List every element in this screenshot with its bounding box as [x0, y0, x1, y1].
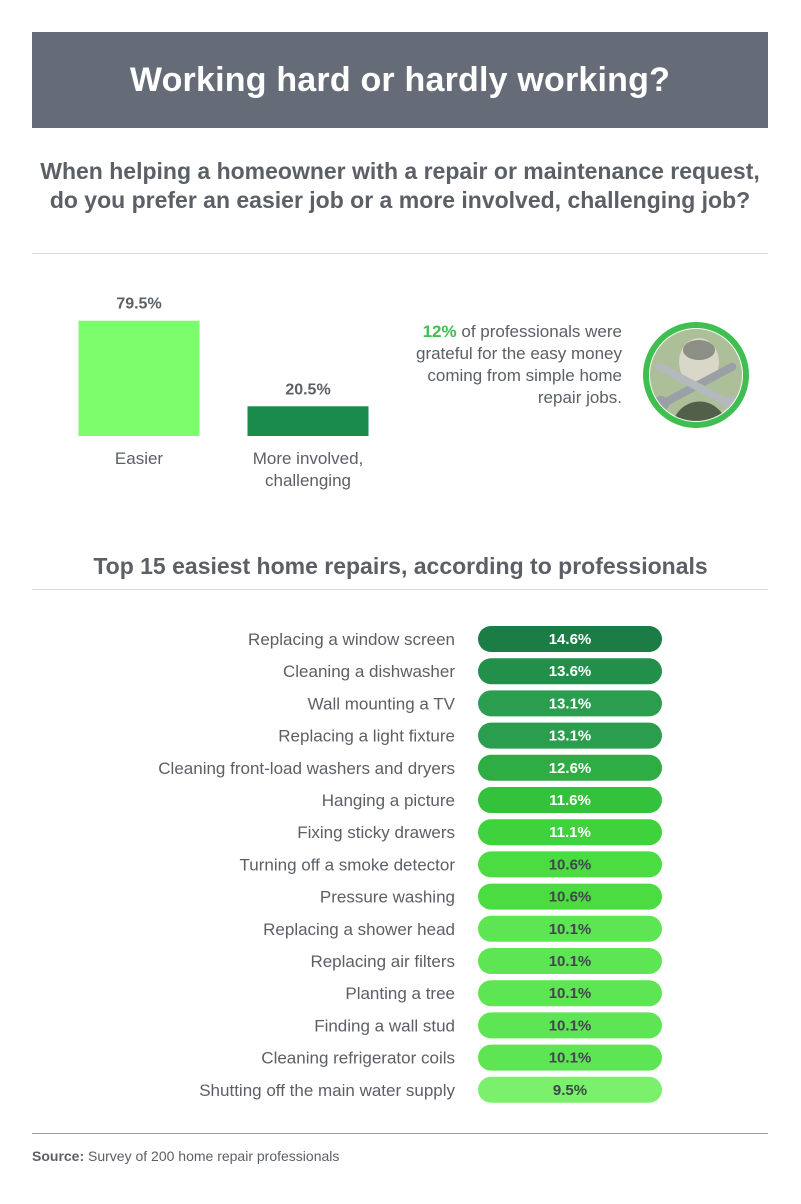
repair-bar	[478, 722, 662, 749]
callout-highlight: 12%	[422, 322, 457, 341]
bar-category-label: Easier	[115, 449, 164, 468]
bar-value-label: 20.5%	[285, 381, 330, 398]
source-text: Survey of 200 home repair professionals	[88, 1148, 340, 1164]
callout-body: of professionals were grateful for the e…	[415, 322, 622, 407]
repair-label: Replacing air filters	[310, 952, 455, 971]
divider	[32, 1133, 768, 1134]
repair-value-label: 10.1%	[549, 985, 592, 1002]
preference-bar-chart: 79.5% Easier 20.5% More involved, challengin…	[78, 296, 369, 490]
repair-value-label: 13.6%	[549, 663, 592, 680]
repair-bar	[478, 819, 662, 846]
repair-value-label: 9.5%	[553, 1082, 587, 1099]
repair-label: Replacing a window screen	[248, 630, 455, 649]
repair-label: Turning off a smoke detector	[240, 855, 456, 874]
title-banner: Working hard or hardly working?	[32, 32, 768, 128]
repair-bar	[478, 658, 662, 685]
bar-value-label: 79.5%	[116, 296, 161, 313]
source-label: Source:	[32, 1148, 85, 1164]
repair-label: Cleaning a dishwasher	[283, 662, 455, 681]
repair-value-label: 11.1%	[549, 824, 591, 841]
repair-value-label: 10.1%	[549, 953, 592, 970]
repair-label: Wall mounting a TV	[308, 694, 456, 713]
repair-label: Replacing a light fixture	[278, 727, 455, 746]
source-note: Source: Survey of 200 home repair profes…	[32, 1148, 339, 1164]
survey-question: When helping a homeowner with a repair o…	[40, 158, 760, 213]
repair-value-label: 14.6%	[549, 631, 592, 648]
page-title: Working hard or hardly working?	[129, 60, 671, 99]
repair-bar	[478, 915, 662, 942]
repair-bar	[478, 787, 662, 813]
callout-text: 12% of professionals were grateful for t…	[400, 321, 622, 409]
repair-bar	[478, 1044, 662, 1071]
repair-label: Planting a tree	[345, 984, 455, 1003]
repair-bar	[478, 690, 662, 717]
repair-value-label: 11.6%	[549, 792, 591, 809]
repair-label: Cleaning front-load washers and dryers	[158, 759, 455, 778]
repair-label: Hanging a picture	[322, 791, 455, 810]
money-wrench-icon	[643, 322, 749, 428]
repair-bar	[478, 626, 662, 652]
repair-bar	[478, 1012, 662, 1039]
bar-1	[247, 406, 369, 436]
section-title: Top 15 easiest home repairs, according t…	[93, 553, 708, 579]
repair-label: Shutting off the main water supply	[199, 1081, 455, 1100]
repair-value-label: 13.1%	[549, 695, 592, 712]
repair-value-label: 10.6%	[549, 889, 592, 906]
repair-label: Pressure washing	[320, 888, 455, 907]
repair-bar	[478, 948, 662, 974]
repair-value-label: 13.1%	[549, 728, 592, 745]
repair-label: Cleaning refrigerator coils	[261, 1049, 455, 1068]
repair-bar	[478, 1076, 662, 1103]
divider	[32, 589, 768, 590]
divider	[32, 253, 768, 254]
bar-category-label: challenging	[265, 471, 351, 490]
repair-bar	[478, 754, 662, 781]
repair-bar	[478, 883, 662, 910]
repair-bar	[478, 980, 662, 1007]
repair-value-label: 10.1%	[549, 1017, 592, 1034]
repair-label: Fixing sticky drawers	[297, 823, 455, 842]
bar-category-label: More involved,	[253, 449, 364, 468]
repair-label: Replacing a shower head	[263, 920, 455, 939]
repairs-bar-chart: Replacing a window screen 14.6% Cleaning a…	[158, 626, 662, 1103]
repair-value-label: 10.6%	[549, 856, 592, 873]
repair-bar	[478, 851, 662, 878]
repair-label: Finding a wall stud	[314, 1016, 455, 1035]
bar-0	[78, 320, 200, 436]
repair-value-label: 12.6%	[549, 760, 592, 777]
repair-value-label: 10.1%	[549, 1050, 592, 1067]
repair-value-label: 10.1%	[549, 921, 592, 938]
